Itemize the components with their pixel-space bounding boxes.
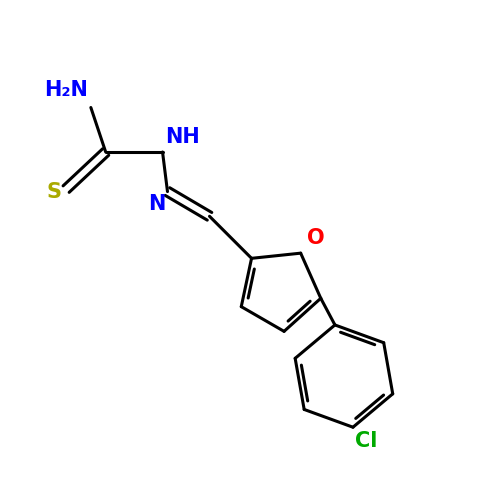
Text: NH: NH [165,127,200,147]
Text: H₂N: H₂N [44,80,88,100]
Text: O: O [306,228,324,248]
Text: Cl: Cl [356,431,378,451]
Text: N: N [148,194,165,214]
Text: S: S [46,182,61,202]
